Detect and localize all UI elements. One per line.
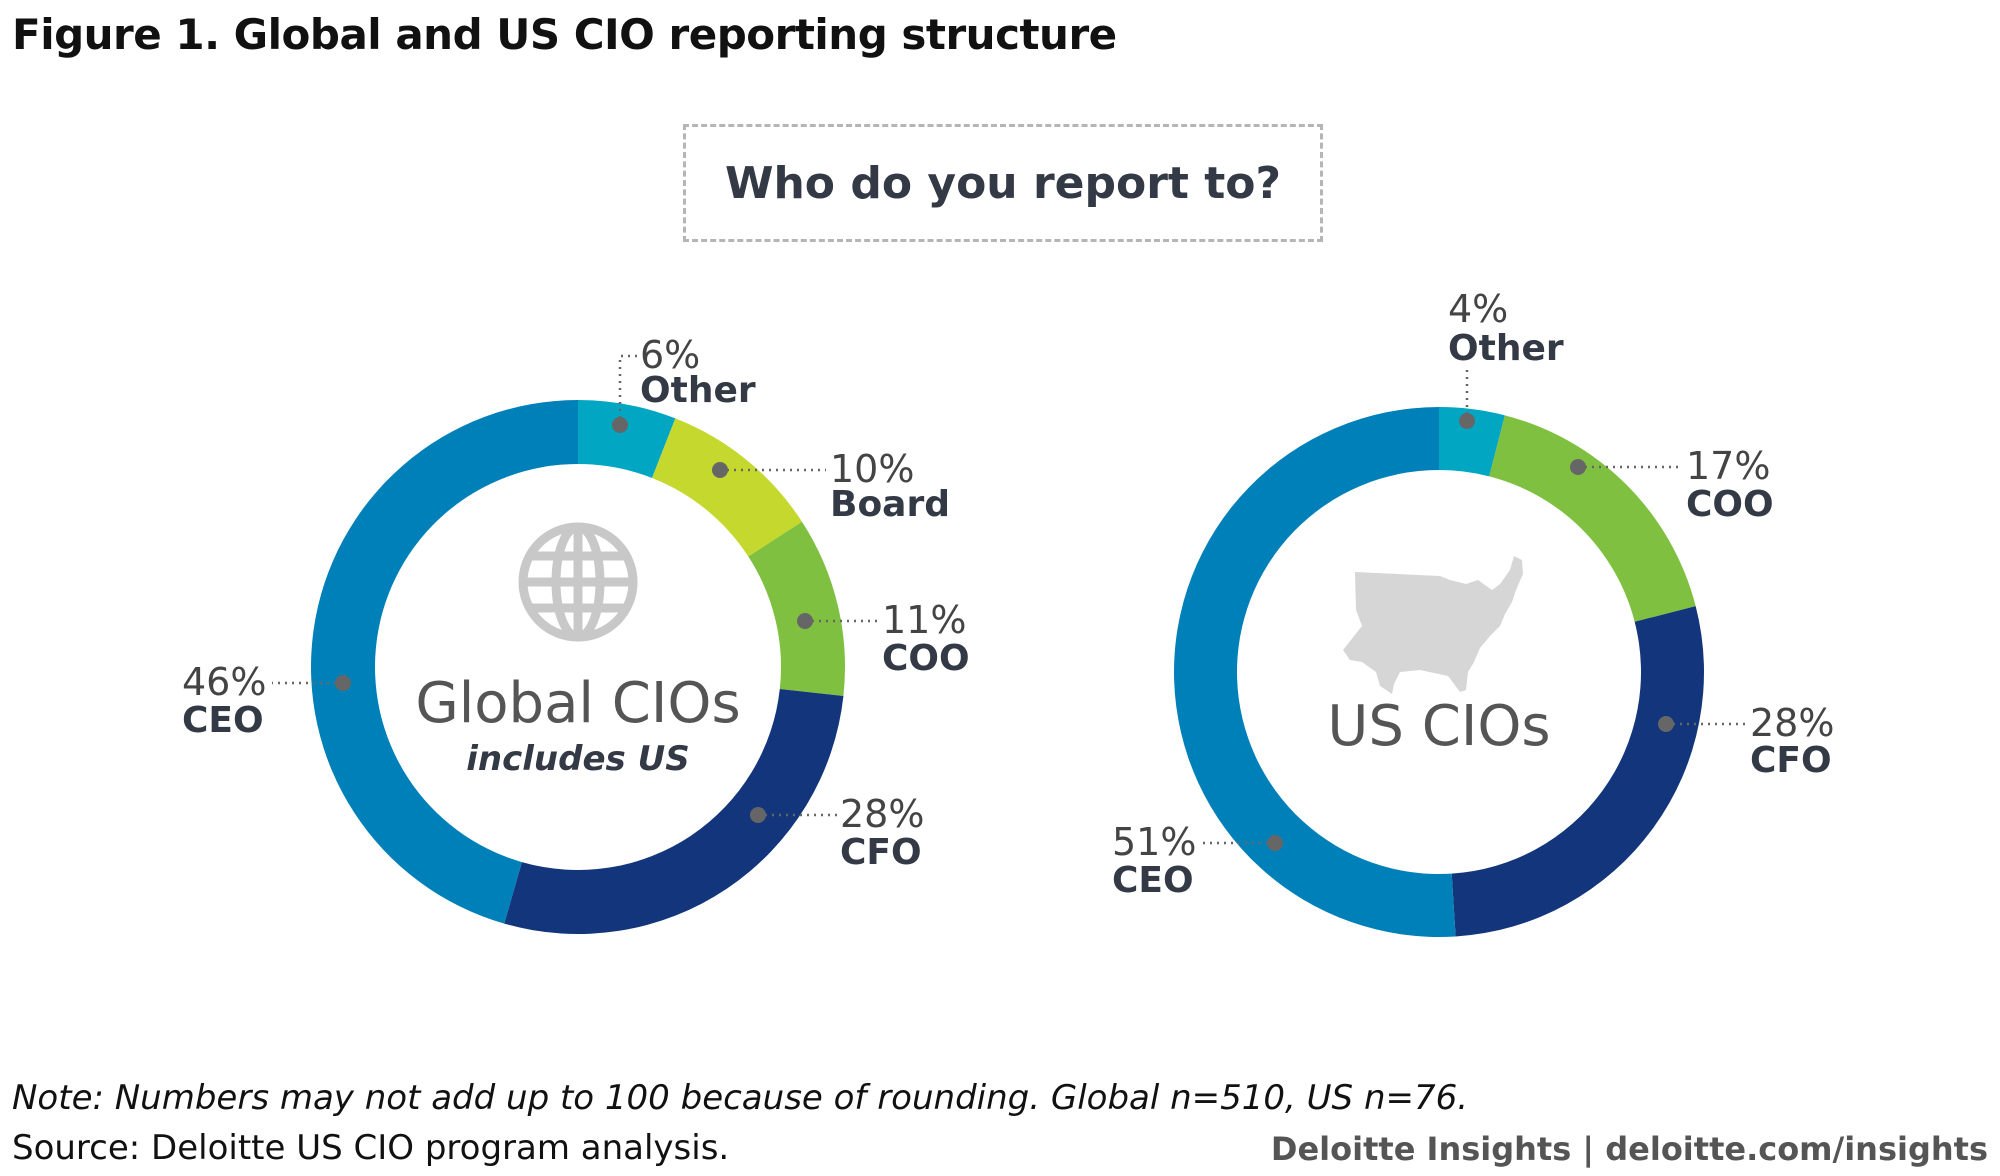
slice-board: [652, 418, 803, 557]
us-ceo-pct: 51%: [1112, 820, 1196, 864]
question-box: Who do you report to?: [683, 124, 1323, 242]
global-center-subtitle: includes US: [466, 739, 689, 779]
slice-coo: [1489, 415, 1696, 622]
global-ceo-label: CEO: [182, 700, 264, 741]
global-other-label: Other: [640, 370, 756, 411]
figure-title: Figure 1. Global and US CIO reporting st…: [12, 10, 1117, 59]
us-cfo-label: CFO: [1750, 740, 1832, 781]
global-ceo-pct: 46%: [182, 660, 266, 704]
global-coo-label: COO: [882, 638, 970, 679]
global-center-title: Global CIOs: [415, 671, 740, 736]
us-coo-pct: 17%: [1686, 444, 1770, 488]
global-coo-pct: 11%: [882, 598, 966, 642]
us-ring: [1174, 407, 1705, 937]
global-leader-lines: [272, 354, 880, 817]
us-map-icon: [1343, 556, 1523, 694]
slice-cfo: [1451, 606, 1705, 937]
slice-ceo: [1174, 407, 1456, 937]
credit-line: Deloitte Insights | deloitte.com/insight…: [1270, 1130, 1988, 1168]
globe-icon: [518, 522, 638, 642]
global-ring: [310, 400, 845, 935]
footnote: Note: Numbers may not add up to 100 beca…: [12, 1078, 1469, 1118]
slice-other: [1439, 407, 1505, 477]
slice-other: [578, 400, 676, 478]
global-board-label: Board: [830, 484, 950, 525]
us-other-pct: 4%: [1448, 287, 1508, 331]
global-donut: Global CIOs includes US 6% Other 10% Boa…: [182, 333, 970, 935]
us-leader-dots: [1267, 413, 1674, 851]
us-center-title: US CIOs: [1327, 694, 1550, 759]
us-other-label: Other: [1448, 328, 1564, 369]
us-coo-label: COO: [1686, 484, 1774, 525]
us-ceo-label: CEO: [1112, 860, 1194, 901]
source-line: Source: Deloitte US CIO program analysis…: [12, 1128, 730, 1168]
global-cfo-label: CFO: [840, 832, 922, 873]
global-other-pct: 6%: [640, 333, 700, 377]
slice-ceo: [310, 400, 578, 924]
global-cfo-pct: 28%: [840, 792, 924, 836]
global-board-pct: 10%: [830, 447, 914, 491]
question-text: Who do you report to?: [724, 157, 1282, 209]
us-donut: US CIOs 4% Other 17% COO 28% CFO 51% CEO: [1112, 287, 1834, 937]
global-leader-dots: [335, 417, 813, 823]
slice-cfo: [504, 689, 844, 935]
us-cfo-pct: 28%: [1750, 701, 1834, 745]
slice-coo: [748, 521, 845, 697]
us-leader-lines: [1198, 366, 1745, 845]
